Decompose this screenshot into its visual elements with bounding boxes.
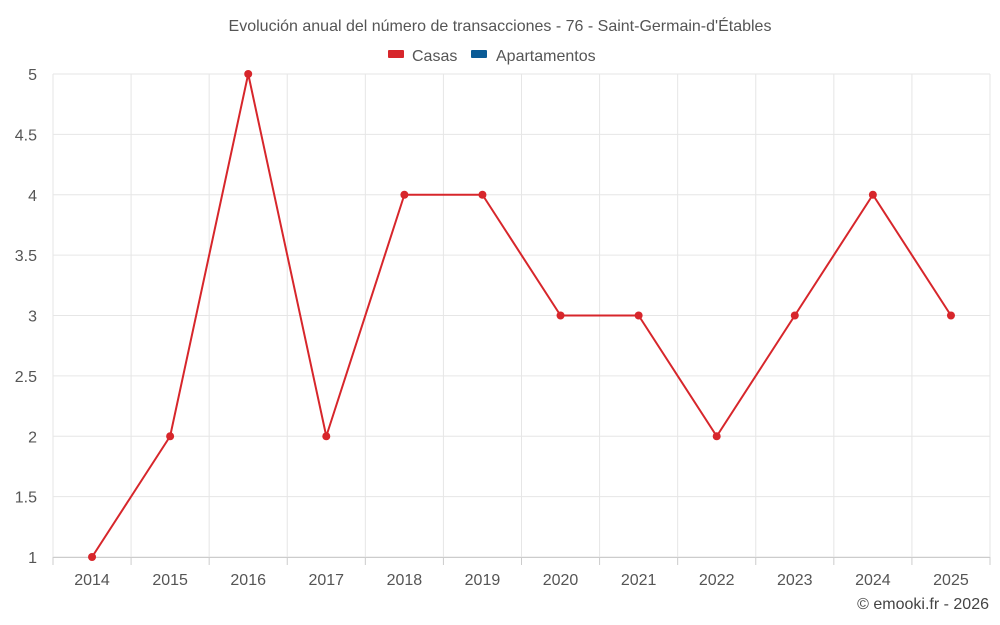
data-point[interactable] xyxy=(868,190,877,199)
x-axis: 2014 2015 2016 2017 2018 2019 2020 2021 2022 2023… xyxy=(52,557,991,589)
x-tick-label: 2018 xyxy=(387,572,423,589)
legend-label-apartamentos: Apartamentos xyxy=(496,48,596,65)
data-point[interactable] xyxy=(634,311,643,320)
data-point[interactable] xyxy=(478,190,487,199)
series-casas xyxy=(88,70,955,561)
legend-item-apartamentos[interactable]: Apartamentos xyxy=(471,48,596,65)
x-tick-label: 2019 xyxy=(465,572,501,589)
data-point[interactable] xyxy=(712,432,721,441)
data-point[interactable] xyxy=(400,190,409,199)
x-tick-label: 2017 xyxy=(308,572,344,589)
data-point[interactable] xyxy=(166,432,175,441)
y-tick-label: 3 xyxy=(28,309,37,326)
y-tick-label: 1.5 xyxy=(15,490,37,507)
x-tick-label: 2022 xyxy=(699,572,735,589)
grid xyxy=(52,73,991,558)
data-point[interactable] xyxy=(244,70,253,78)
legend-swatch-apartamentos xyxy=(471,50,487,58)
y-tick-label: 2 xyxy=(28,429,37,446)
data-point[interactable] xyxy=(322,432,331,441)
y-axis: 1 1.5 2 2.5 3 3.5 4 4.5 5 xyxy=(15,67,37,567)
y-tick-label: 2.5 xyxy=(15,369,37,386)
x-tick-label: 2020 xyxy=(543,572,579,589)
legend-label-casas: Casas xyxy=(412,48,457,65)
x-tick-label: 2016 xyxy=(230,572,266,589)
credit: © emooki.fr - 2026 xyxy=(857,596,989,613)
x-tick-label: 2023 xyxy=(777,572,813,589)
x-tick-label: 2014 xyxy=(74,572,110,589)
x-tick-label: 2015 xyxy=(152,572,188,589)
y-tick-label: 5 xyxy=(28,67,37,84)
x-tick-label: 2024 xyxy=(855,572,891,589)
y-tick-label: 4.5 xyxy=(15,127,37,144)
legend-item-casas[interactable]: Casas xyxy=(388,48,457,65)
y-tick-label: 3.5 xyxy=(15,248,37,265)
y-tick-label: 1 xyxy=(28,550,37,567)
data-point[interactable] xyxy=(790,311,799,320)
data-point[interactable] xyxy=(88,553,97,561)
chart-title: Evolución anual del número de transaccio… xyxy=(229,16,772,35)
legend: Casas Apartamentos xyxy=(388,48,596,65)
series-line-casas xyxy=(91,73,952,558)
data-point[interactable] xyxy=(556,311,565,320)
x-tick-label: 2025 xyxy=(933,572,969,589)
y-tick-label: 4 xyxy=(28,188,37,205)
x-tick-label: 2021 xyxy=(621,572,657,589)
legend-swatch-casas xyxy=(388,50,404,58)
data-point[interactable] xyxy=(946,311,955,320)
